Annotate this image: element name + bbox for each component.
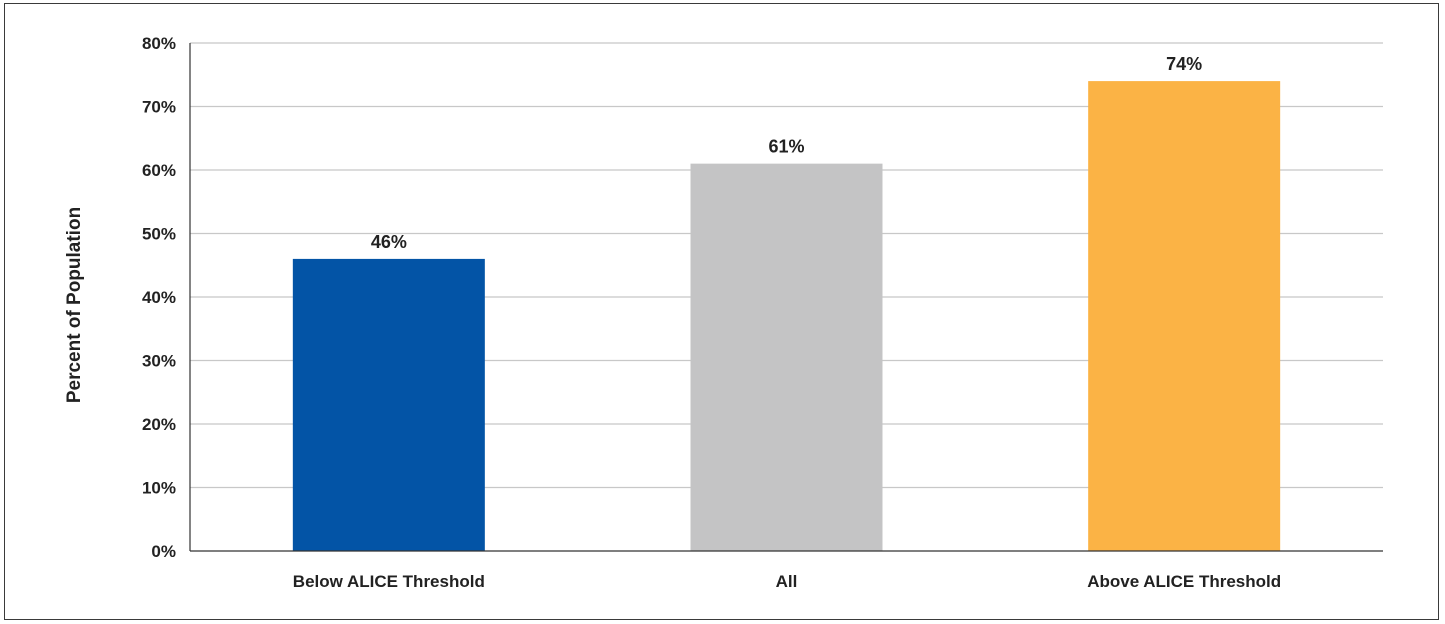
bar — [292, 258, 485, 551]
y-tick-label: 20% — [142, 415, 176, 434]
bars — [292, 81, 1281, 551]
y-tick-label: 30% — [142, 352, 176, 371]
data-labels: 46% 61% 74% — [371, 54, 1202, 252]
bar-data-label: 46% — [371, 232, 407, 252]
bar-data-label: 74% — [1166, 54, 1202, 74]
y-tick-label: 60% — [142, 161, 176, 180]
x-category-label: Above ALICE Threshold — [1087, 572, 1281, 591]
y-tick-label: 80% — [142, 34, 176, 53]
x-category-label: Below ALICE Threshold — [293, 572, 485, 591]
y-tick-label: 50% — [142, 225, 176, 244]
y-tick-label: 0% — [151, 542, 176, 561]
x-axis-categories: Below ALICE Threshold All Above ALICE Thre… — [293, 572, 1281, 591]
y-axis-title: Percent of Population — [64, 207, 85, 403]
bar — [1088, 81, 1281, 551]
bar — [690, 163, 883, 551]
y-tick-label: 40% — [142, 288, 176, 307]
y-tick-label: 10% — [142, 479, 176, 498]
bar-data-label: 61% — [768, 137, 804, 157]
y-tick-label: 70% — [142, 98, 176, 117]
x-category-label: All — [776, 572, 798, 591]
y-axis-ticks: 0% 10% 20% 30% 40% 50% 60% 70% 80% — [142, 34, 176, 561]
